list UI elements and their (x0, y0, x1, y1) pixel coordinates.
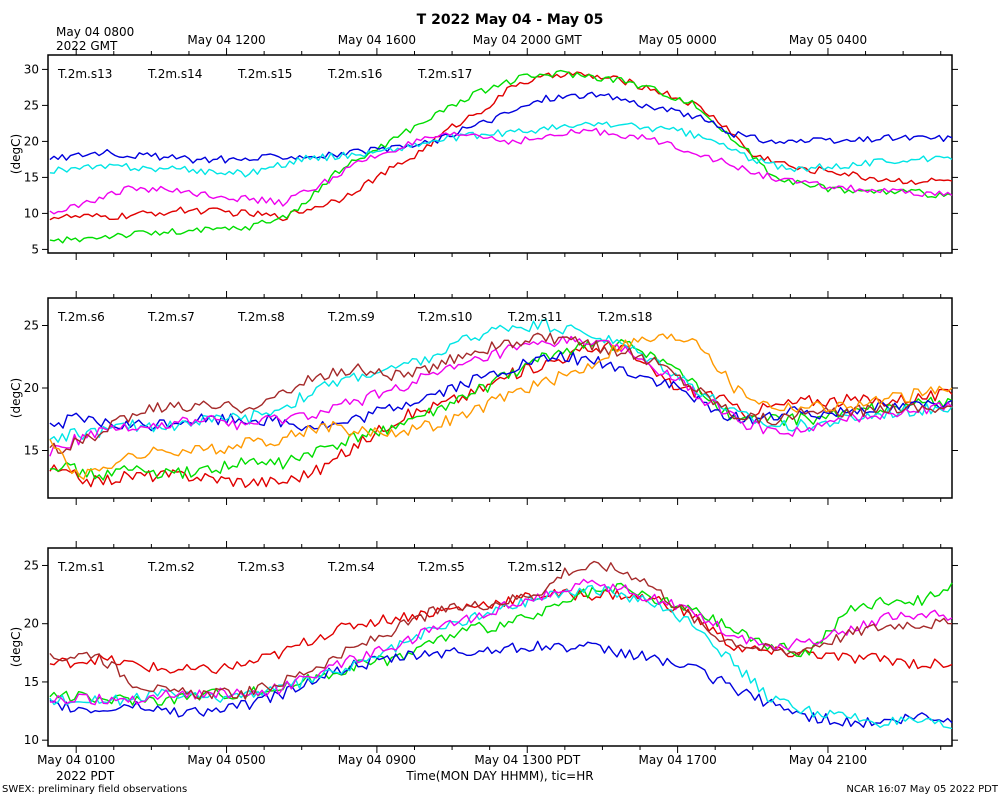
legend-entry: T.2m.s7 (147, 310, 195, 324)
legend-entry: T.2m.s10 (417, 310, 472, 324)
bottom-axis-label: May 04 0500 (187, 753, 265, 767)
legend-entry: T.2m.s2 (147, 560, 195, 574)
y-tick-label: 15 (24, 675, 39, 689)
chart-panels: 5 10 15 20 25 30 (degC) T.2m.s13 T.2m.s14 T.2m.s1… (9, 48, 958, 753)
top-axis-label: May 04 2000 GMT (473, 33, 583, 47)
y-tick-label: 10 (24, 733, 39, 747)
legend-entry: T.2m.s18 (597, 310, 652, 324)
series-line-T.2m.s7 (49, 338, 953, 481)
legend-entry: T.2m.s6 (57, 310, 105, 324)
footer-right-note: NCAR 16:07 May 05 2022 PDT (846, 784, 999, 795)
bottom-axis-label: May 04 0900 (338, 753, 416, 767)
y-tick-label: 20 (24, 617, 39, 631)
top-axis-labels: May 04 1200 May 04 1600 May 04 2000 GMT May… (187, 33, 867, 47)
top-axis-first-label: May 04 0800 (56, 25, 134, 39)
legend-entry: T.2m.s4 (327, 560, 375, 574)
legend-entry: T.2m.s17 (417, 67, 472, 81)
legend-entry: T.2m.s11 (507, 310, 562, 324)
series-line-T.2m.s8 (49, 351, 953, 432)
top-axis-label: May 05 0400 (789, 33, 867, 47)
plot-frame (47, 54, 953, 254)
y-tick-label: 15 (24, 444, 39, 458)
y-tick-label: 25 (24, 558, 39, 572)
y-tick-label: 25 (24, 98, 39, 112)
top-axis-first-sublabel: 2022 GMT (56, 39, 118, 53)
legend-entry: T.2m.s15 (237, 67, 292, 81)
y-tick-label: 15 (24, 170, 39, 184)
legend-entry: T.2m.s16 (327, 67, 382, 81)
series-line-T.2m.s6 (49, 341, 953, 488)
panel-3: 10 15 20 25 (degC) T.2m.s1 T.2m.s2 T.2m.s3 T.2m.… (9, 541, 958, 753)
legend-entry: T.2m.s5 (417, 560, 465, 574)
x-axis-title: Time(MON DAY HHMM), tic=HR (405, 769, 593, 783)
series-line-T.2m.s16 (49, 121, 953, 178)
plot-frame (47, 547, 953, 747)
y-tick-label: 5 (31, 242, 39, 256)
panel-1: 5 10 15 20 25 30 (degC) T.2m.s13 T.2m.s14 T.2m.s1… (9, 48, 958, 260)
bottom-axis-sublabel: 2022 PDT (56, 769, 115, 783)
y-tick-label: 10 (24, 206, 39, 220)
y-axis-label: (degC) (9, 627, 23, 667)
y-tick-label: 20 (24, 134, 39, 148)
series-line-T.2m.s1 (49, 588, 953, 675)
bottom-axis-label: May 04 2100 (789, 753, 867, 767)
series-line-T.2m.s15 (49, 91, 953, 164)
footer-left-note: SWEX: preliminary field observations (2, 784, 187, 795)
top-axis-label: May 04 1600 (338, 33, 416, 47)
legend-entry: T.2m.s13 (57, 67, 112, 81)
legend-entry: T.2m.s1 (57, 560, 105, 574)
chart-title: T 2022 May 04 - May 05 (417, 12, 604, 28)
series-line-T.2m.s12 (49, 560, 953, 700)
plot-frame (47, 297, 953, 499)
series-line-T.2m.s13 (49, 71, 953, 222)
series-line-T.2m.s17 (49, 127, 953, 215)
y-axis-label: (degC) (9, 134, 23, 174)
y-tick-label: 20 (24, 381, 39, 395)
y-axis-label: (degC) (9, 378, 23, 418)
y-tick-label: 30 (24, 62, 39, 76)
series-line-T.2m.s2 (49, 582, 953, 706)
series-line-T.2m.s18 (49, 333, 953, 480)
bottom-axis-label: May 04 1700 (638, 753, 716, 767)
legend-entry: T.2m.s8 (237, 310, 285, 324)
panel-2: 15 20 25 (degC) T.2m.s6 T.2m.s7 T.2m.s8 T.2m.s9… (9, 291, 958, 505)
series-line-T.2m.s3 (49, 640, 953, 728)
legend-entry: T.2m.s3 (237, 560, 285, 574)
bottom-axis-label: May 04 0100 (37, 753, 115, 767)
legend-entry: T.2m.s12 (507, 560, 562, 574)
series-line-T.2m.s9 (49, 318, 953, 443)
legend-entry: T.2m.s14 (147, 67, 202, 81)
series-line-T.2m.s11 (49, 332, 953, 454)
bottom-axis-labels: May 04 0100 May 04 0500 May 04 0900 May 04 … (37, 753, 867, 767)
top-axis-label: May 04 1200 (187, 33, 265, 47)
legend-entry: T.2m.s9 (327, 310, 375, 324)
y-tick-label: 25 (24, 319, 39, 333)
bottom-axis-label: May 04 1300 PDT (474, 753, 581, 767)
series-line-T.2m.s10 (49, 335, 953, 457)
top-axis-label: May 05 0000 (638, 33, 716, 47)
